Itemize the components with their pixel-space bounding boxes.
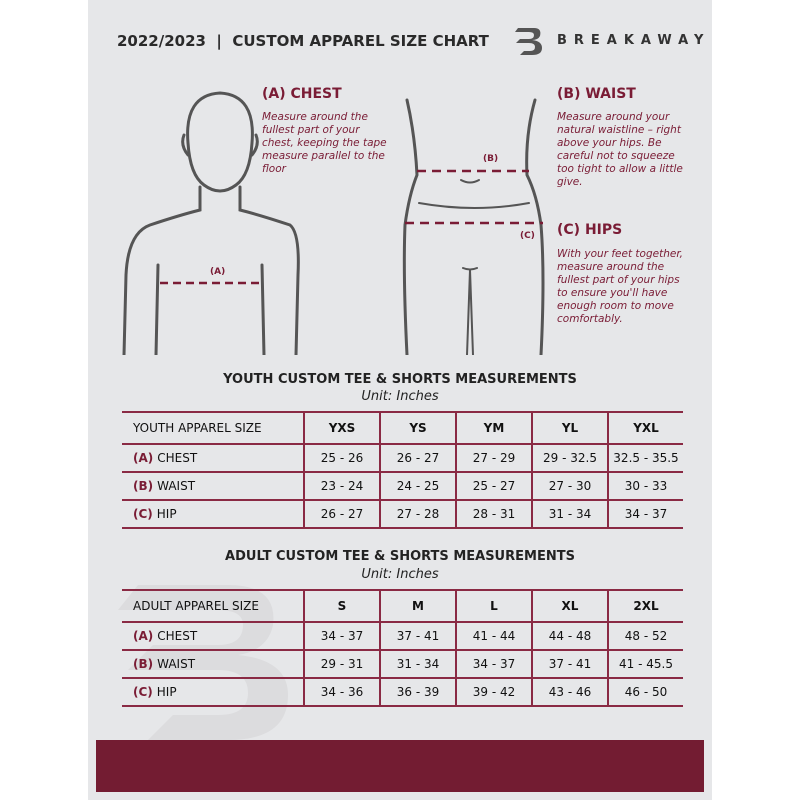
- row-prefix: (B): [133, 657, 154, 671]
- table-row: (A) CHEST 34 - 37 37 - 41 41 - 44 44 - 48…: [122, 621, 683, 651]
- cell: 41 - 44: [455, 621, 532, 651]
- waist-marker: (B): [483, 154, 499, 164]
- table-row: (C) HIP 26 - 27 27 - 28 28 - 31 31 - 34 3…: [122, 499, 683, 529]
- cell: 27 - 30: [531, 471, 608, 501]
- row-label: CHEST: [157, 629, 198, 643]
- size-header: YL: [531, 411, 608, 445]
- table-header-row: YOUTH APPAREL SIZE YXS YS YM YL YXL: [122, 411, 683, 445]
- size-header: M: [379, 589, 456, 623]
- table-row: (B) WAIST 23 - 24 24 - 25 25 - 27 27 - 30…: [122, 471, 683, 501]
- waist-hips-figure-illustration: [402, 98, 545, 355]
- row-label: HIP: [156, 685, 177, 699]
- row-prefix: (C): [133, 507, 153, 521]
- cell: 34 - 36: [303, 677, 380, 707]
- adult-size-table: ADULT APPAREL SIZE S M L XL 2XL (A) CHEST…: [122, 589, 683, 707]
- footer-bar: [96, 740, 704, 792]
- youth-table-title: YOUTH CUSTOM TEE & SHORTS MEASUREMENTS: [223, 372, 577, 387]
- size-header: YM: [455, 411, 532, 445]
- size-header: YXL: [607, 411, 683, 445]
- cell: 27 - 28: [379, 499, 456, 529]
- table-row: (C) HIP 34 - 36 36 - 39 39 - 42 43 - 46 4…: [122, 677, 683, 707]
- waist-description: Measure around your natural waistline – …: [557, 111, 683, 188]
- table-row: (B) WAIST 29 - 31 31 - 34 34 - 37 37 - 41…: [122, 649, 683, 679]
- breakaway-logo-icon: [515, 28, 542, 55]
- cell: 48 - 52: [607, 621, 683, 651]
- cell: 37 - 41: [379, 621, 456, 651]
- cell: 27 - 29: [455, 443, 532, 473]
- row-prefix: (B): [133, 479, 154, 493]
- size-header: YS: [379, 411, 456, 445]
- chest-marker: (A): [210, 267, 226, 277]
- hips-marker: (C): [520, 231, 535, 241]
- cell: 30 - 33: [607, 471, 683, 501]
- cell: 32.5 - 35.5: [607, 443, 683, 473]
- hips-heading: (C) HIPS: [557, 222, 623, 238]
- youth-size-table: YOUTH APPAREL SIZE YXS YS YM YL YXL (A) C…: [122, 411, 683, 529]
- size-header: YXS: [303, 411, 380, 445]
- cell: 29 - 31: [303, 649, 380, 679]
- cell: 34 - 37: [455, 649, 532, 679]
- cell: 41 - 45.5: [607, 649, 683, 679]
- cell: 36 - 39: [379, 677, 456, 707]
- cell: 34 - 37: [607, 499, 683, 529]
- row-prefix: (A): [133, 629, 154, 643]
- cell: 31 - 34: [531, 499, 608, 529]
- cell: 29 - 32.5: [531, 443, 608, 473]
- adult-table-title: ADULT CUSTOM TEE & SHORTS MEASUREMENTS: [225, 549, 575, 564]
- table-header-row: ADULT APPAREL SIZE S M L XL 2XL: [122, 589, 683, 623]
- size-header: L: [455, 589, 532, 623]
- adult-table-unit: Unit: Inches: [361, 567, 439, 582]
- cell: 25 - 26: [303, 443, 380, 473]
- cell: 25 - 27: [455, 471, 532, 501]
- page-title: 2022/2023 | CUSTOM APPAREL SIZE CHART: [117, 32, 489, 50]
- chest-description: Measure around the fullest part of your …: [262, 111, 387, 175]
- brand-name: BREAKAWAY: [557, 33, 711, 48]
- waist-heading: (B) WAIST: [557, 86, 636, 102]
- size-header: S: [303, 589, 380, 623]
- row-prefix: (C): [133, 685, 153, 699]
- cell: 26 - 27: [379, 443, 456, 473]
- row-prefix: (A): [133, 451, 154, 465]
- cell: 34 - 37: [303, 621, 380, 651]
- chest-heading: (A) CHEST: [262, 86, 342, 102]
- row-label: CHEST: [157, 451, 198, 465]
- cell: 37 - 41: [531, 649, 608, 679]
- cell: 24 - 25: [379, 471, 456, 501]
- size-header: 2XL: [607, 589, 683, 623]
- size-header: XL: [531, 589, 608, 623]
- row-label: WAIST: [157, 479, 196, 493]
- adult-header-label: ADULT APPAREL SIZE: [122, 589, 304, 623]
- youth-header-label: YOUTH APPAREL SIZE: [122, 411, 304, 445]
- row-label: WAIST: [157, 657, 196, 671]
- chest-figure-illustration: [122, 91, 300, 355]
- hips-description: With your feet together, measure around …: [557, 248, 684, 325]
- cell: 31 - 34: [379, 649, 456, 679]
- youth-table-unit: Unit: Inches: [361, 389, 439, 404]
- cell: 44 - 48: [531, 621, 608, 651]
- table-row: (A) CHEST 25 - 26 26 - 27 27 - 29 29 - 32…: [122, 443, 683, 473]
- cell: 23 - 24: [303, 471, 380, 501]
- cell: 46 - 50: [607, 677, 683, 707]
- cell: 28 - 31: [455, 499, 532, 529]
- row-label: HIP: [156, 507, 177, 521]
- cell: 26 - 27: [303, 499, 380, 529]
- cell: 43 - 46: [531, 677, 608, 707]
- cell: 39 - 42: [455, 677, 532, 707]
